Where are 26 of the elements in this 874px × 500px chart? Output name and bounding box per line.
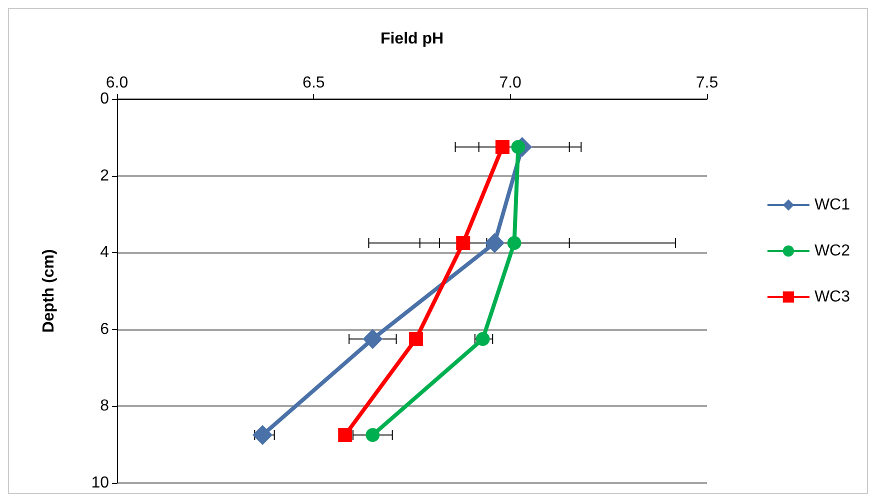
point	[507, 236, 522, 250]
point	[511, 140, 526, 154]
y-axis-title: Depth (cm)	[40, 249, 58, 333]
point	[476, 332, 490, 346]
y-tick-label: 8	[100, 398, 110, 415]
y-tick-label: 2	[100, 167, 110, 184]
point	[252, 425, 273, 445]
x-tick-label: 7.5	[696, 74, 718, 92]
point	[495, 140, 510, 154]
legend-label: WC2	[814, 242, 850, 260]
point	[362, 329, 383, 349]
legend-label: WC1	[814, 196, 850, 214]
point	[338, 428, 352, 442]
y-tick-label: 6	[100, 320, 110, 338]
point	[408, 332, 423, 346]
point	[456, 236, 470, 250]
x-tick-label: 6.5	[302, 74, 325, 92]
x-tick-label: 7.0	[499, 74, 522, 92]
x-tick-label: 6.0	[106, 74, 128, 92]
legend-label: WC3	[814, 288, 850, 306]
y-tick-label: 4	[100, 244, 110, 262]
point	[484, 233, 505, 253]
y-tick-label: 10	[91, 474, 110, 492]
y-tick-label: 0	[100, 90, 110, 108]
x-axis-title: Field pH	[380, 30, 444, 48]
point	[366, 428, 380, 442]
